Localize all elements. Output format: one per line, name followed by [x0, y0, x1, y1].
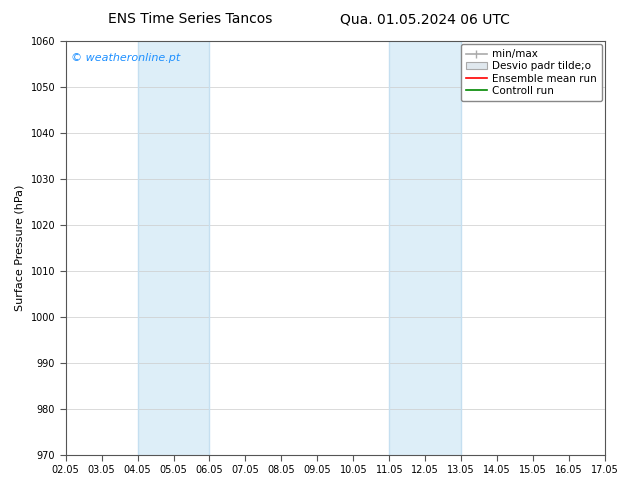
Legend: min/max, Desvio padr tilde;o, Ensemble mean run, Controll run: min/max, Desvio padr tilde;o, Ensemble m…: [461, 44, 602, 101]
Text: Qua. 01.05.2024 06 UTC: Qua. 01.05.2024 06 UTC: [340, 12, 510, 26]
Bar: [138, 41, 209, 455]
Bar: [389, 41, 462, 455]
Text: © weatheronline.pt: © weatheronline.pt: [71, 53, 180, 64]
Y-axis label: Surface Pressure (hPa): Surface Pressure (hPa): [15, 185, 25, 311]
Text: ENS Time Series Tancos: ENS Time Series Tancos: [108, 12, 273, 26]
